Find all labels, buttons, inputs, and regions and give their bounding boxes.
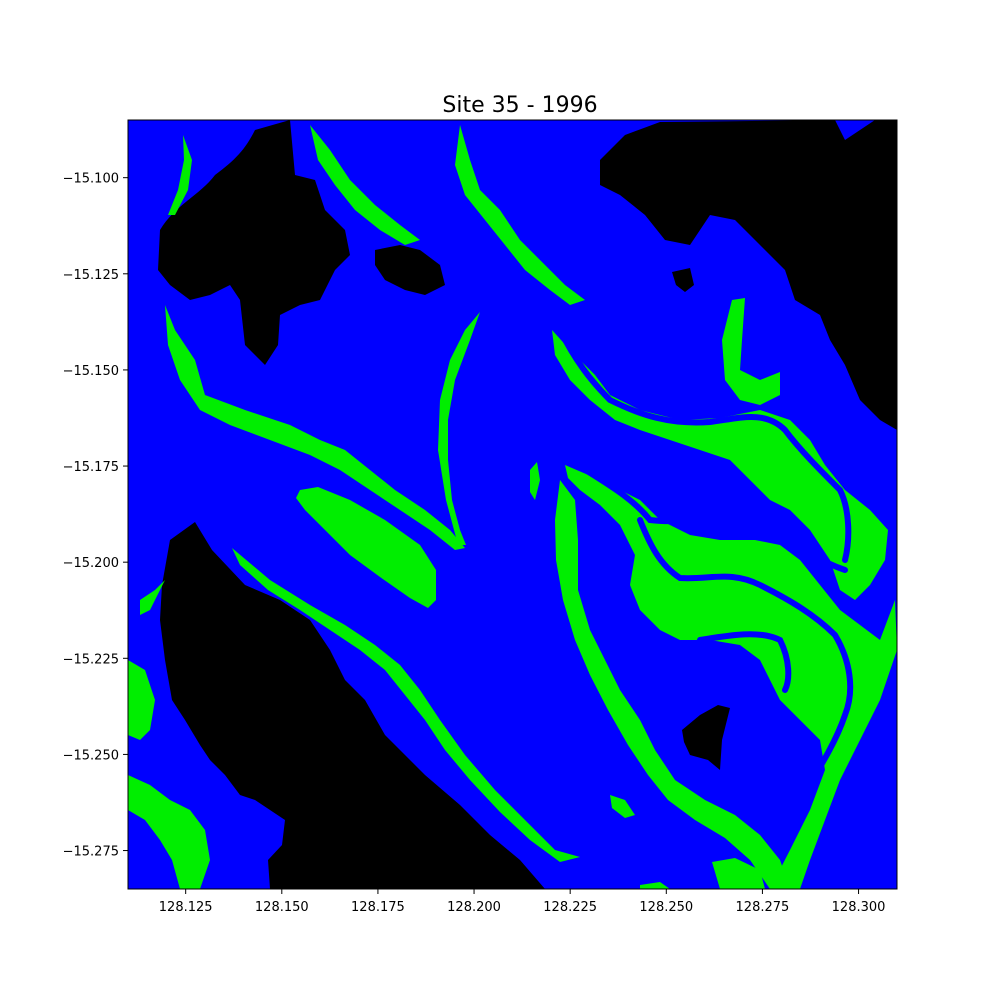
map-raster bbox=[128, 120, 897, 889]
x-tick-label: 128.275 bbox=[736, 900, 790, 915]
x-tick-label: 128.125 bbox=[159, 900, 213, 915]
x-tick-label: 128.175 bbox=[351, 900, 405, 915]
y-tick-label: −15.100 bbox=[63, 172, 119, 187]
map-title: Site 35 - 1996 bbox=[442, 93, 597, 118]
y-tick-label: −15.225 bbox=[63, 652, 119, 667]
y-tick-label: −15.250 bbox=[63, 748, 119, 763]
x-tick-label: 128.225 bbox=[543, 900, 597, 915]
x-axis: 128.125 128.150 128.175 128.200 128.225 128.2… bbox=[159, 889, 886, 915]
y-tick-label: −15.200 bbox=[63, 556, 119, 571]
y-tick-label: −15.175 bbox=[63, 460, 119, 475]
y-tick-label: −15.150 bbox=[63, 364, 119, 379]
x-tick-label: 128.150 bbox=[255, 900, 309, 915]
x-tick-label: 128.300 bbox=[832, 900, 886, 915]
y-axis: −15.100 −15.125 −15.150 −15.175 −15.200 −15.2… bbox=[63, 172, 128, 860]
x-tick-label: 128.250 bbox=[639, 900, 693, 915]
x-tick-label: 128.200 bbox=[447, 900, 501, 915]
y-tick-label: −15.125 bbox=[63, 268, 119, 283]
y-tick-label: −15.275 bbox=[63, 845, 119, 860]
